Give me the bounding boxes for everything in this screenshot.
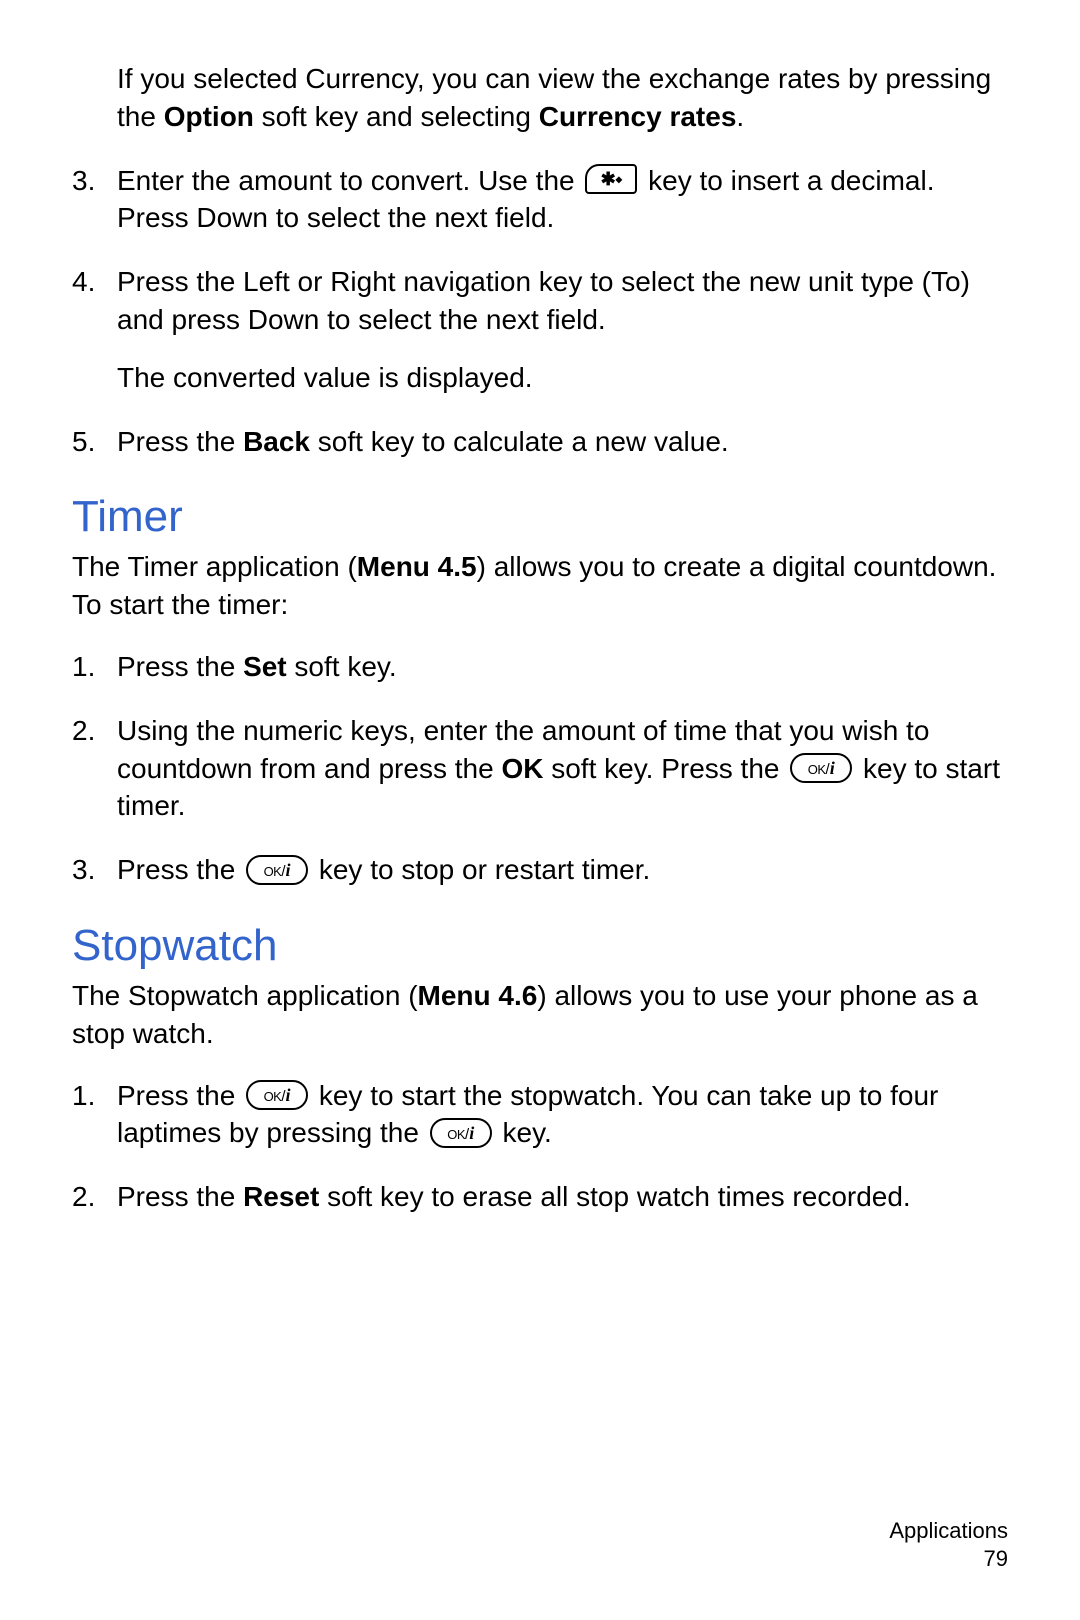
footer-page-number: 79 [889,1545,1008,1574]
back-softkey-label: Back [243,426,310,457]
timer-step-2: Using the numeric keys, enter the amount… [72,712,1008,825]
text-part: Press the Left or Right navigation key t… [117,266,970,335]
step-5: Press the Back soft key to calculate a n… [72,423,1008,461]
stopwatch-steps: Press the OK/i key to start the stopwatc… [72,1077,1008,1216]
ok-key-icon: OK/i [430,1118,492,1148]
text-part: key to stop or restart timer. [311,854,650,885]
timer-step-3: Press the OK/i key to stop or restart ti… [72,851,1008,889]
timer-step-1: Press the Set soft key. [72,648,1008,686]
menu-4-6-label: Menu 4.6 [418,980,538,1011]
set-softkey-label: Set [243,651,287,682]
text-part: Press the [117,651,243,682]
step-4-result: The converted value is displayed. [117,359,1008,397]
text-part: soft key and selecting [254,101,539,132]
text-part: soft key. Press the [543,753,787,784]
text-part: ) allows you to create a digital countdo… [477,551,997,582]
stopwatch-intro: The Stopwatch application (Menu 4.6) all… [72,977,1008,1053]
text-part: Press the [117,1181,243,1212]
text-part: The Stopwatch application ( [72,980,418,1011]
timer-steps: Press the Set soft key. Using the numeri… [72,648,1008,889]
currency-note: If you selected Currency, you can view t… [117,60,1008,136]
text-part: Enter the amount to convert. Use the [117,165,582,196]
menu-4-5-label: Menu 4.5 [357,551,477,582]
timer-heading: Timer [72,492,1008,542]
step-4: Press the Left or Right navigation key t… [72,263,1008,396]
option-softkey-label: Option [164,101,254,132]
text-part: soft key to erase all stop watch times r… [319,1181,910,1212]
text-part: key. [495,1117,552,1148]
timer-intro: The Timer application (Menu 4.5) allows … [72,548,1008,624]
ok-key-icon: OK/i [246,855,308,885]
ok-softkey-label: OK [501,753,543,784]
step-3: Enter the amount to convert. Use the ✱⬩ … [72,162,1008,238]
text-part: . [736,101,744,132]
text-part: soft key. [287,651,397,682]
text-part: The Timer application ( [72,551,357,582]
page-footer: Applications 79 [889,1517,1008,1574]
text-part: Press the [117,426,243,457]
text-part: Press the [117,854,243,885]
star-key-icon: ✱⬩ [585,164,637,194]
ok-key-icon: OK/i [790,753,852,783]
ok-key-icon: OK/i [246,1080,308,1110]
currency-rates-label: Currency rates [539,101,737,132]
text-part: To start the timer: [72,589,288,620]
stopwatch-step-1: Press the OK/i key to start the stopwatc… [72,1077,1008,1153]
stopwatch-heading: Stopwatch [72,921,1008,971]
manual-page: If you selected Currency, you can view t… [0,0,1080,1620]
converter-steps: Enter the amount to convert. Use the ✱⬩ … [72,162,1008,461]
stopwatch-step-2: Press the Reset soft key to erase all st… [72,1178,1008,1216]
footer-section-label: Applications [889,1517,1008,1546]
text-part: soft key to calculate a new value. [310,426,729,457]
reset-softkey-label: Reset [243,1181,319,1212]
text-part: Press the [117,1080,243,1111]
